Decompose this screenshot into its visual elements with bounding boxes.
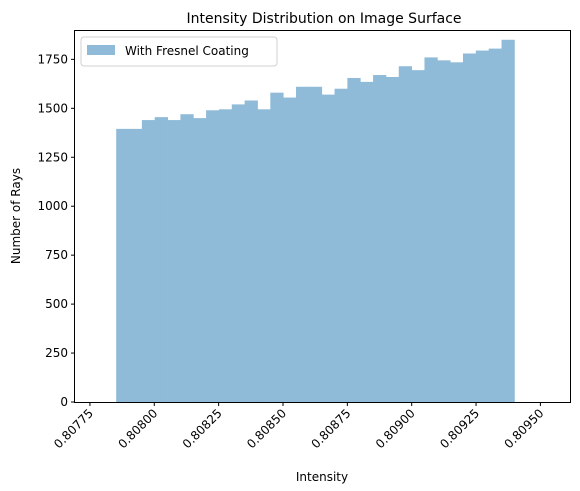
y-tick-label: 750 (45, 248, 68, 262)
y-tick-label: 1500 (37, 101, 68, 115)
histogram-bar (167, 120, 181, 402)
histogram-bar (244, 100, 258, 403)
histogram-bar (308, 86, 323, 403)
y-axis-label: Number of Rays (9, 168, 23, 264)
histogram-bar (488, 48, 502, 402)
y-tick-label: 500 (45, 297, 68, 311)
histogram-bar (218, 109, 233, 402)
histogram-bar (347, 77, 361, 403)
histogram-bar (411, 70, 425, 402)
legend-box (80, 36, 278, 67)
legend-label: With Fresnel Coating (125, 44, 249, 58)
x-tick-label: 0.80775 (51, 406, 96, 451)
y-axis-ticks: 0 250 500 750 1000 1250 1500 1750 (37, 52, 75, 409)
histogram-bar (462, 53, 477, 402)
legend: With Fresnel Coating (80, 36, 278, 67)
x-tick-label: 0.80950 (502, 406, 547, 451)
histogram-bar (141, 120, 156, 402)
histogram-bar (116, 128, 130, 402)
histogram-bar (129, 128, 143, 402)
x-axis-label: Intensity (296, 470, 348, 484)
histogram-bar (180, 114, 194, 402)
x-tick-label: 0.80925 (437, 406, 482, 451)
histogram-bar (193, 118, 207, 403)
histogram-bar (437, 60, 451, 402)
bars-group (116, 39, 515, 403)
histogram-bar (257, 109, 271, 402)
x-tick-label: 0.80825 (180, 406, 225, 451)
x-tick-label: 0.80900 (373, 406, 418, 451)
histogram-bar (270, 92, 284, 402)
legend-swatch (87, 45, 115, 55)
histogram-bar (385, 76, 400, 402)
y-tick-label: 1000 (37, 199, 68, 213)
histogram-bar (206, 110, 220, 402)
histogram-bar (450, 62, 464, 402)
histogram-bar (154, 117, 168, 402)
histogram-bar (501, 39, 515, 402)
y-tick-label: 250 (45, 346, 68, 360)
histogram-bar (231, 104, 246, 403)
chart-title: Intensity Distribution on Image Surface (186, 11, 461, 27)
y-tick-label: 1750 (37, 52, 68, 66)
histogram-bar (373, 75, 387, 402)
histogram-bar (475, 50, 490, 403)
x-tick-label: 0.80875 (308, 406, 353, 451)
x-tick-label: 0.80800 (115, 406, 160, 451)
y-tick-label: 1250 (37, 150, 68, 164)
histogram-bar (321, 94, 335, 402)
y-tick-label: 0 (60, 395, 68, 409)
histogram-bar (296, 86, 310, 403)
x-tick-label: 0.80850 (244, 406, 289, 451)
histogram-bar (398, 66, 413, 402)
x-axis-ticks: 0.80775 0.80800 0.80825 0.80850 0.80875 0.809… (51, 402, 547, 451)
histogram-bar (424, 57, 438, 403)
plot-frame (74, 30, 571, 403)
histogram-bar (360, 81, 374, 402)
histogram-bar (334, 88, 348, 402)
histogram-bar (283, 97, 297, 403)
